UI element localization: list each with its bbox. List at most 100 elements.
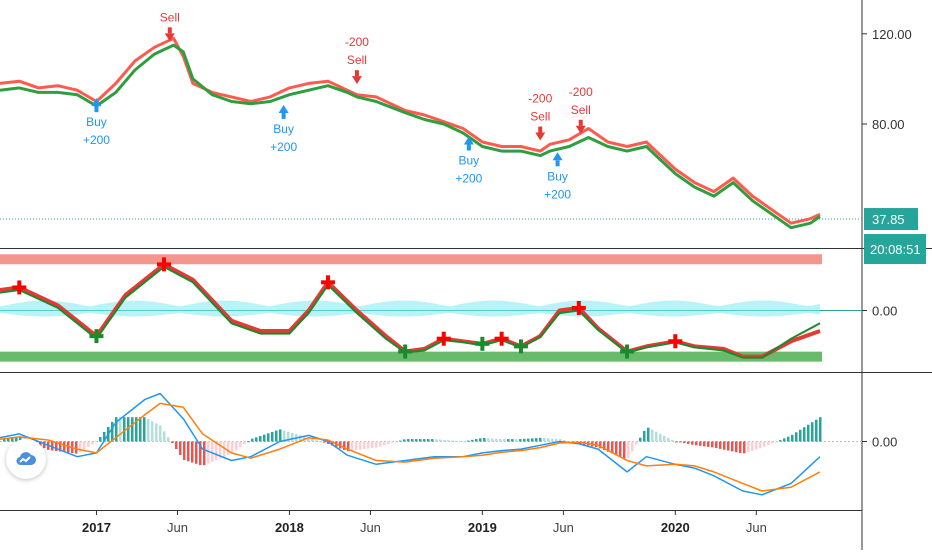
macd-histogram-bar xyxy=(419,439,422,442)
macd-histogram-bar xyxy=(631,441,634,452)
macd-histogram-bar xyxy=(555,438,558,442)
cross-v xyxy=(625,344,630,359)
macd-histogram-bar xyxy=(527,438,530,442)
macd-histogram-bar xyxy=(523,438,526,442)
sell-signal: -200 Sell xyxy=(569,85,593,134)
tradingview-logo-button[interactable] xyxy=(6,439,46,479)
macd-histogram-bar xyxy=(495,438,498,442)
macd-histogram-bar xyxy=(283,430,286,442)
macd-histogram-bar xyxy=(783,438,786,442)
macd-histogram-bar xyxy=(127,417,130,442)
macd-histogram-bar xyxy=(287,431,290,442)
macd-histogram-bar xyxy=(327,441,330,444)
sell-arrow-icon xyxy=(351,76,362,85)
macd-histogram-bar xyxy=(551,438,554,442)
price-tick-label: 80.00 xyxy=(872,117,905,132)
macd-histogram-bar xyxy=(467,440,470,442)
time-tick-label: Jun xyxy=(553,520,574,535)
macd-histogram-bar xyxy=(771,441,774,444)
macd-histogram-bar xyxy=(219,441,222,459)
macd-histogram-bar xyxy=(115,417,118,442)
macd-histogram-bar xyxy=(747,441,750,453)
macd-histogram-bar xyxy=(639,437,642,442)
macd-histogram-bar xyxy=(719,441,722,449)
macd-histogram-bar xyxy=(423,439,426,442)
macd-histogram-bar xyxy=(355,441,358,451)
macd-histogram-bar xyxy=(647,427,650,442)
macd-histogram-bar xyxy=(515,439,518,442)
macd-histogram-bar xyxy=(147,418,150,442)
macd-histogram-bar xyxy=(195,441,198,464)
macd-histogram-bar xyxy=(131,417,134,442)
sell-arrow-icon xyxy=(164,33,175,42)
macd-histogram-bar xyxy=(763,441,766,447)
buy-cross-marker xyxy=(475,336,490,351)
macd-histogram-bar xyxy=(279,429,282,442)
time-tick-label: Jun xyxy=(360,520,381,535)
buy-signal: Buy +200 xyxy=(455,136,483,186)
macd-histogram-bar xyxy=(311,438,314,442)
time-tick-label: Jun xyxy=(167,520,188,535)
sell-cross-marker xyxy=(12,280,27,295)
sell-signal: -200 Sell xyxy=(528,92,553,141)
macd-histogram-bar xyxy=(183,441,186,460)
macd-histogram-bar xyxy=(299,435,302,442)
buy-signal: Buy +200 xyxy=(83,98,110,147)
macd-histogram-bar xyxy=(627,441,630,459)
macd-histogram-bar xyxy=(451,440,454,442)
oscillator-cloud xyxy=(0,300,820,317)
countdown-label: 20:08:51 xyxy=(870,242,921,257)
time-tick-label: Jun xyxy=(746,520,767,535)
cross-v xyxy=(441,331,446,346)
buy-arrow-stem xyxy=(94,106,99,113)
macd-histogram-bar xyxy=(487,438,490,442)
macd-histogram-bar xyxy=(119,417,122,442)
buy-arrow-icon xyxy=(552,152,563,161)
buy-cross-marker xyxy=(620,344,635,359)
macd-histogram-bar xyxy=(95,441,98,443)
buy-label: Buy xyxy=(86,115,107,129)
macd-histogram-bar xyxy=(347,441,350,452)
macd-histogram-bar xyxy=(391,441,394,443)
cross-v xyxy=(499,331,504,346)
macd-histogram-bar xyxy=(539,437,542,442)
macd-histogram-bar xyxy=(735,441,738,453)
macd-histogram-bar xyxy=(267,433,270,442)
buy-label: Buy xyxy=(273,122,294,136)
macd-histogram-bar xyxy=(751,441,754,451)
cross-v xyxy=(403,344,408,359)
sell-arrow-icon xyxy=(535,132,546,141)
macd-histogram-bar xyxy=(139,417,142,442)
macd-histogram-bar xyxy=(407,439,410,442)
macd-histogram-bar xyxy=(731,441,734,452)
macd-histogram-bar xyxy=(535,438,538,442)
buy-arrow-stem xyxy=(555,160,560,167)
macd-histogram-bar xyxy=(723,441,726,450)
macd-histogram-bar xyxy=(55,441,58,452)
macd-histogram-bar xyxy=(91,441,94,445)
macd-histogram-bar xyxy=(479,438,482,442)
macd-histogram-bar xyxy=(379,441,382,447)
macd-histogram-bar xyxy=(375,441,378,448)
sell-cross-marker xyxy=(321,275,335,290)
macd-histogram-bar xyxy=(111,421,114,442)
macd-histogram-bar xyxy=(795,432,798,442)
buy-label: +200 xyxy=(270,140,297,154)
macd-histogram-bar xyxy=(343,441,346,450)
macd-histogram-bar xyxy=(743,441,746,454)
macd-histogram-bar xyxy=(695,441,698,446)
buy-label: +200 xyxy=(544,187,571,201)
macd-histogram-bar xyxy=(671,439,674,442)
cross-v xyxy=(576,300,581,315)
buy-cross-marker xyxy=(89,329,104,344)
macd-histogram-bar xyxy=(191,441,194,463)
last-price-label: 37.85 xyxy=(872,212,905,227)
price-line-1 xyxy=(0,43,821,230)
macd-tick-label: 0.00 xyxy=(872,435,897,450)
macd-histogram-bar xyxy=(223,441,226,457)
macd-histogram-bar xyxy=(739,441,742,454)
buy-cross-marker xyxy=(513,339,528,354)
macd-histogram-bar xyxy=(667,437,670,442)
buy-arrow-icon xyxy=(463,136,474,145)
